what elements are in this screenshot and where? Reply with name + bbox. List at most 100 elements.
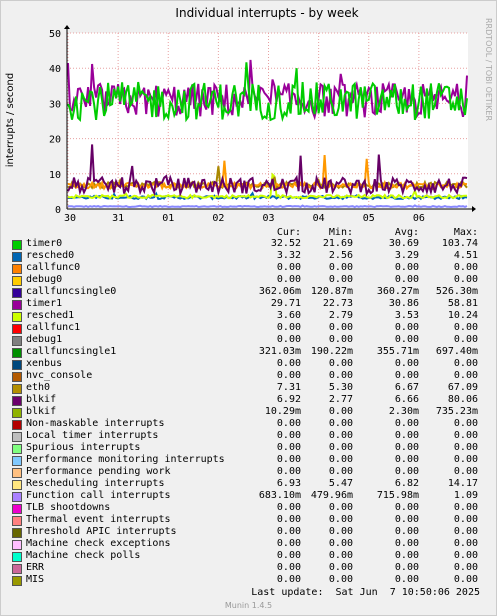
legend-swatch bbox=[12, 384, 22, 394]
legend-row: blkif 6.92 2.77 6.66 80.06 bbox=[12, 394, 492, 406]
legend-max: 1.09 bbox=[453, 490, 478, 501]
legend-row: callfunc0 0.00 0.00 0.00 0.00 bbox=[12, 262, 492, 274]
legend-cur: 6.93 bbox=[276, 478, 301, 489]
y-tick-label: 50 bbox=[49, 29, 61, 40]
legend-max: 0.00 bbox=[453, 526, 478, 537]
legend-min: 0.00 bbox=[328, 322, 353, 333]
legend-avg: 715.98m bbox=[376, 490, 419, 501]
axes: 0 10 20 30 40 50 30 31 01 02 03 04 05 06 bbox=[49, 25, 476, 224]
series-layer bbox=[67, 59, 468, 209]
legend-row: MIS 0.00 0.00 0.00 0.00 bbox=[12, 574, 492, 586]
legend-swatch bbox=[12, 372, 22, 382]
legend-max: 0.00 bbox=[453, 502, 478, 513]
legend-swatch bbox=[12, 252, 22, 262]
legend-name: timer1 bbox=[26, 298, 63, 309]
legend-avg: 0.00 bbox=[394, 526, 419, 537]
legend-name: timer0 bbox=[26, 238, 63, 249]
legend-cur: 0.00 bbox=[276, 262, 301, 273]
legend-min: 21.69 bbox=[322, 238, 353, 249]
legend-min: 5.47 bbox=[328, 478, 353, 489]
chart: Individual interrupts - by week interrup… bbox=[5, 6, 493, 224]
legend-avg: 0.00 bbox=[394, 514, 419, 525]
legend-avg: 3.29 bbox=[394, 250, 419, 261]
legend-avg: 355.71m bbox=[376, 346, 419, 357]
legend-cur: 0.00 bbox=[276, 550, 301, 561]
legend-name: Spurious interrupts bbox=[26, 442, 141, 453]
legend-min: 0.00 bbox=[328, 406, 353, 417]
legend-name: ERR bbox=[26, 562, 45, 573]
legend-avg: 6.82 bbox=[394, 478, 419, 489]
legend-row: callfunc1 0.00 0.00 0.00 0.00 bbox=[12, 322, 492, 334]
header-cur: Cur: bbox=[276, 227, 301, 238]
legend-name: TLB shootdowns bbox=[26, 502, 111, 513]
legend-row: timer1 29.71 22.73 30.86 58.81 bbox=[12, 298, 492, 310]
legend-row: hvc_console 0.00 0.00 0.00 0.00 bbox=[12, 370, 492, 382]
legend-min: 0.00 bbox=[328, 430, 353, 441]
legend-name: callfunc1 bbox=[26, 322, 81, 333]
legend-name: MIS bbox=[26, 574, 45, 585]
legend-max: 58.81 bbox=[447, 298, 478, 309]
legend-avg: 30.86 bbox=[388, 298, 419, 309]
legend-name: Machine check polls bbox=[26, 550, 141, 561]
legend-row: resched0 3.32 2.56 3.29 4.51 bbox=[12, 250, 492, 262]
legend-row: TLB shootdowns 0.00 0.00 0.00 0.00 bbox=[12, 502, 492, 514]
legend-cur: 10.29m bbox=[264, 406, 301, 417]
header-avg: Avg: bbox=[394, 227, 419, 238]
legend-row: timer0 32.52 21.69 30.69 103.74 bbox=[12, 238, 492, 250]
legend-swatch bbox=[12, 576, 22, 586]
legend-min: 22.73 bbox=[322, 298, 353, 309]
legend-avg: 360.27m bbox=[376, 286, 419, 297]
legend-cur: 321.03m bbox=[258, 346, 301, 357]
legend-swatch bbox=[12, 360, 22, 370]
legend-min: 120.87m bbox=[310, 286, 353, 297]
legend-cur: 0.00 bbox=[276, 514, 301, 525]
legend-swatch bbox=[12, 408, 22, 418]
legend-max: 0.00 bbox=[453, 574, 478, 585]
legend-min: 0.00 bbox=[328, 418, 353, 429]
legend-swatch bbox=[12, 348, 22, 358]
legend-max: 10.24 bbox=[447, 310, 478, 321]
legend-max: 0.00 bbox=[453, 262, 478, 273]
legend-min: 0.00 bbox=[328, 550, 353, 561]
legend-min: 0.00 bbox=[328, 442, 353, 453]
legend-name: Threshold APIC interrupts bbox=[26, 526, 177, 537]
chart-title: Individual interrupts - by week bbox=[175, 6, 358, 20]
legend-name: debug0 bbox=[26, 274, 63, 285]
legend-swatch bbox=[12, 240, 22, 250]
legend-swatch bbox=[12, 456, 22, 466]
legend-row: Rescheduling interrupts 6.93 5.47 6.82 14.17 bbox=[12, 478, 492, 490]
legend-swatch bbox=[12, 264, 22, 274]
legend-avg: 0.00 bbox=[394, 502, 419, 513]
legend-row: debug0 0.00 0.00 0.00 0.00 bbox=[12, 274, 492, 286]
x-tick-label: 04 bbox=[313, 213, 325, 224]
legend-max: 14.17 bbox=[447, 478, 478, 489]
legend-name: xenbus bbox=[26, 358, 63, 369]
legend-avg: 6.66 bbox=[394, 394, 419, 405]
legend-max: 0.00 bbox=[453, 454, 478, 465]
legend-cur: 0.00 bbox=[276, 370, 301, 381]
legend-min: 2.77 bbox=[328, 394, 353, 405]
legend-swatch bbox=[12, 516, 22, 526]
legend-swatch bbox=[12, 336, 22, 346]
legend-avg: 0.00 bbox=[394, 370, 419, 381]
legend-max: 0.00 bbox=[453, 514, 478, 525]
legend-swatch bbox=[12, 492, 22, 502]
y-tick-label: 0 bbox=[55, 205, 61, 216]
legend-swatch bbox=[12, 396, 22, 406]
legend-cur: 32.52 bbox=[270, 238, 301, 249]
y-tick-label: 40 bbox=[49, 64, 61, 75]
legend-name: Thermal event interrupts bbox=[26, 514, 171, 525]
legend-cur: 683.10m bbox=[258, 490, 301, 501]
legend-cur: 3.32 bbox=[276, 250, 301, 261]
legend-min: 0.00 bbox=[328, 274, 353, 285]
legend-max: 697.40m bbox=[435, 346, 478, 357]
legend-avg: 0.00 bbox=[394, 322, 419, 333]
legend-cur: 0.00 bbox=[276, 562, 301, 573]
x-tick-label: 01 bbox=[162, 213, 174, 224]
series-line bbox=[68, 204, 468, 209]
legend: timer0 32.52 21.69 30.69 103.74 resched0 3.32 2… bbox=[12, 238, 492, 586]
legend-name: blkif bbox=[26, 406, 57, 417]
legend-row: Thermal event interrupts 0.00 0.00 0.00 0.00 bbox=[12, 514, 492, 526]
last-update: Last update: Sat Jun 7 10:50:06 2025 bbox=[251, 587, 480, 598]
legend-max: 67.09 bbox=[447, 382, 478, 393]
